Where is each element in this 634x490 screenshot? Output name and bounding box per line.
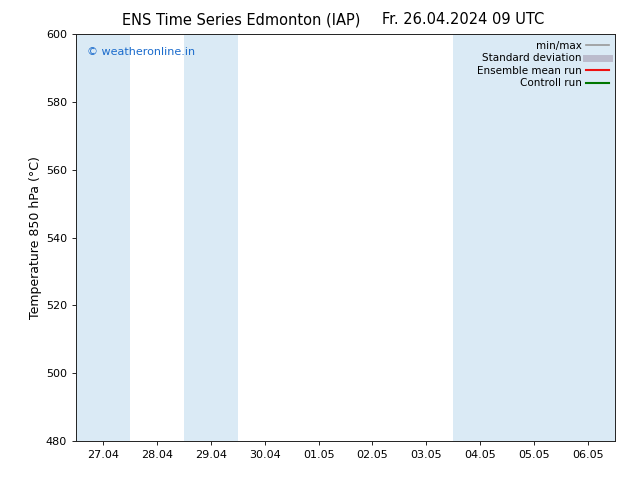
Bar (184, 34, 238, 441)
Text: © weatheronline.in: © weatheronline.in (87, 47, 195, 56)
Bar (453, 34, 561, 441)
Bar (76, 34, 130, 441)
Bar (561, 34, 615, 441)
Legend: min/max, Standard deviation, Ensemble mean run, Controll run: min/max, Standard deviation, Ensemble me… (473, 36, 613, 93)
Y-axis label: Temperature 850 hPa (°C): Temperature 850 hPa (°C) (29, 156, 42, 319)
Text: ENS Time Series Edmonton (IAP): ENS Time Series Edmonton (IAP) (122, 12, 360, 27)
Text: Fr. 26.04.2024 09 UTC: Fr. 26.04.2024 09 UTC (382, 12, 544, 27)
